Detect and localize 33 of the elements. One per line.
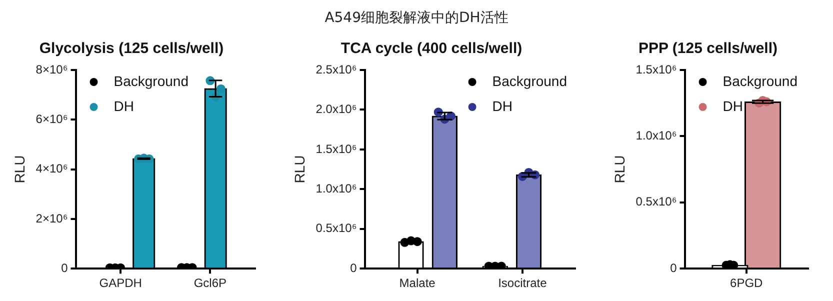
y-tick-label: 1.5x10⁶ [316, 142, 357, 156]
y-tick-label: 2.0x10⁶ [316, 102, 357, 116]
x-tick-label: Malate [399, 276, 436, 290]
x-tick-label: Isocitrate [498, 276, 548, 290]
legend-label: DH [492, 98, 513, 114]
y-tick-label: 2.5x10⁶ [316, 62, 357, 76]
text: A549细胞裂解液中的DH活性 [324, 9, 510, 27]
chart-title: Glycolysis (125 cells/well) [39, 40, 224, 58]
y-tick-label: 4×10⁶ [36, 162, 68, 176]
legend-label: DH [114, 98, 134, 114]
y-tick-label: 1.5x10⁶ [636, 62, 677, 76]
y-tick-label: 0 [350, 260, 358, 275]
x-tick-label: GAPDH [99, 276, 142, 290]
legend-label: Background [722, 72, 798, 89]
chart-title: TCA cycle (400 cells/well) [340, 40, 522, 58]
y-tick-label: 0 [61, 260, 68, 275]
chart-title: PPP (125 cells/well) [638, 40, 778, 58]
y-tick-label: 0.5x10⁶ [636, 194, 677, 209]
legend-label: DH [722, 98, 744, 114]
y-axis-title: RLU [11, 155, 28, 184]
y-axis-title: RLU [611, 155, 628, 184]
y-tick-label: 6×10⁶ [36, 112, 68, 126]
y-tick-label: 8×10⁶ [36, 62, 68, 76]
y-axis-title: RLU [291, 155, 308, 184]
y-tick-label: 1.0x10⁶ [636, 128, 677, 143]
x-tick-label: 6PGD [730, 276, 764, 290]
x-tick-label: Gcl6P [194, 276, 227, 290]
y-tick-label: 0 [670, 260, 678, 275]
legend-label: Background [492, 72, 567, 89]
legend-label: Background [114, 72, 188, 89]
y-tick-label: 1.0x10⁶ [316, 181, 357, 196]
y-tick-label: 2×10⁶ [36, 211, 68, 226]
y-tick-label: 0.5x10⁶ [316, 221, 357, 236]
